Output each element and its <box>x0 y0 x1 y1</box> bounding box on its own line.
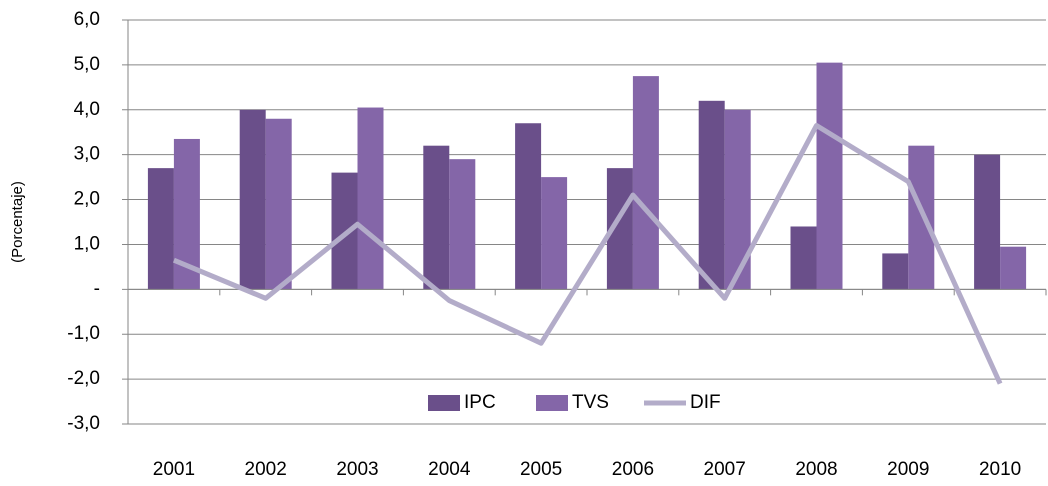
y-tick-label: 2,0 <box>74 189 100 210</box>
x-tick-label: 2002 <box>245 459 287 480</box>
bar <box>423 145 450 290</box>
bar <box>239 109 266 290</box>
bar <box>816 62 843 290</box>
y-tick-label: -3,0 <box>67 413 100 434</box>
x-tick-label: 2007 <box>704 459 746 480</box>
bar <box>724 109 751 290</box>
y-tick-label: 1,0 <box>74 233 100 254</box>
bar <box>515 123 542 290</box>
bar <box>541 177 568 290</box>
bar <box>449 159 476 290</box>
bar <box>974 154 1001 290</box>
y-tick-label: 6,0 <box>74 9 100 30</box>
legend-swatch <box>428 395 460 411</box>
x-tick-label: 2009 <box>887 459 929 480</box>
x-tick-label: 2010 <box>979 459 1021 480</box>
bar <box>790 226 817 290</box>
bar <box>632 76 659 290</box>
y-tick-label: 3,0 <box>74 144 100 165</box>
bar <box>357 107 384 290</box>
bar <box>1000 246 1027 290</box>
bar <box>698 100 725 290</box>
y-tick-label: 4,0 <box>74 99 100 120</box>
x-tick-label: 2005 <box>520 459 562 480</box>
x-tick-label: 2003 <box>336 459 378 480</box>
legend-swatch <box>536 395 568 411</box>
bar <box>331 172 358 290</box>
legend-label: TVS <box>572 392 609 413</box>
y-tick-label: -2,0 <box>67 368 100 389</box>
x-tick-label: 2006 <box>612 459 654 480</box>
legend-label: IPC <box>464 392 496 413</box>
legend-label: DIF <box>690 392 721 413</box>
bar <box>147 168 174 290</box>
bar <box>882 253 909 290</box>
y-axis-label: (Porcentaje) <box>9 181 26 263</box>
x-tick-label: 2004 <box>428 459 471 480</box>
y-tick-label: 5,0 <box>74 54 100 75</box>
y-tick-label: -1,0 <box>67 323 100 344</box>
x-tick-label: 2001 <box>153 459 195 480</box>
line <box>172 122 1003 385</box>
bar <box>908 145 935 290</box>
bar <box>265 118 292 290</box>
x-tick-label: 2008 <box>795 459 837 480</box>
y-tick-label: - <box>94 278 100 299</box>
